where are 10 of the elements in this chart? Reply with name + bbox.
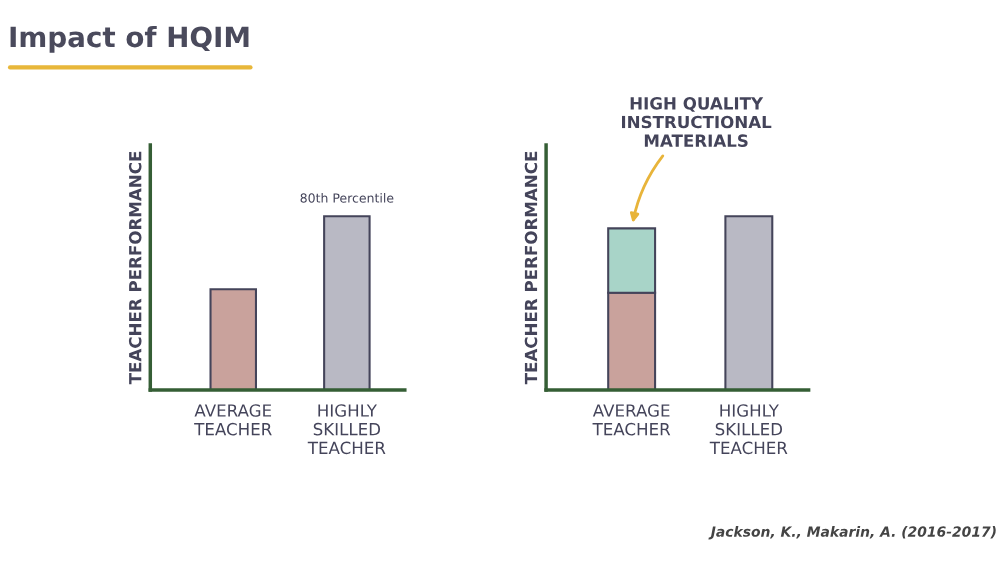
chart-title: Impact of HQIM [10,25,249,53]
x-tick-label: HIGHLY SKILLED TEACHER [307,404,386,455]
x-tick-label: AVERAGE TEACHER [592,404,671,436]
x-tick-label: HIGHLY SKILLED TEACHER [709,404,788,455]
y-axis-title: TEACHER PERFORMANCE [128,151,142,385]
x-tick-label: AVERAGE TEACHER [194,404,272,436]
y-axis-title: TEACHER PERFORMANCE [524,151,538,385]
annotation: 80th Percentile [300,193,394,203]
annotation: HIGH QUALITY INSTRUCTIONAL MATERIALS [621,97,772,147]
text: Jackson, K., Makarin, A. (2016-2017) [708,526,996,540]
